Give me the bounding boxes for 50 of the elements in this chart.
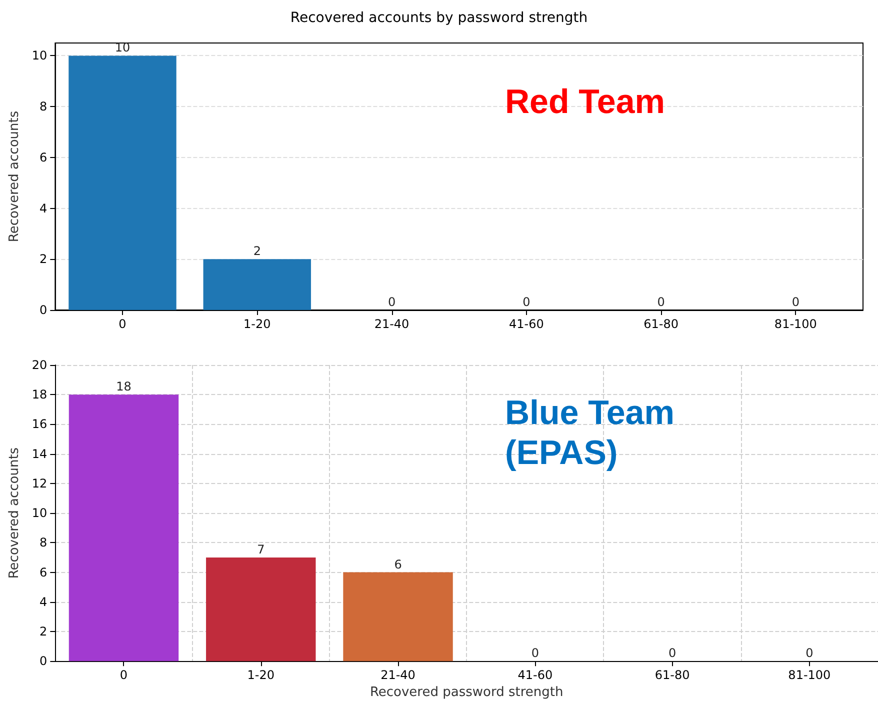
x-tick-label: 61-80 (654, 668, 690, 682)
data-label: 0 (657, 295, 665, 309)
y-tick-label: 0 (40, 303, 48, 317)
annotation: Blue Team (EPAS) (505, 394, 674, 472)
y-tick-label: 16 (32, 417, 48, 432)
y-tick-label: 14 (32, 446, 48, 461)
y-tick-label: 0 (40, 654, 48, 668)
x-tick-label: 1-20 (247, 668, 274, 682)
data-label: 0 (668, 646, 676, 660)
x-axis-title: Recovered password strength (370, 685, 564, 700)
y-tick-label: 10 (32, 506, 48, 520)
y-tick-label: 6 (40, 150, 48, 164)
x-tick-label: 61-80 (644, 317, 678, 331)
x-tick-label: 21-40 (380, 668, 416, 682)
data-label: 10 (114, 40, 130, 55)
data-label: 0 (531, 646, 539, 660)
x-tick-label: 41-60 (508, 317, 544, 331)
x-tick-label: 1-20 (244, 317, 271, 331)
y-tick-label: 4 (40, 594, 48, 609)
y-tick-label: 2 (40, 624, 48, 638)
data-label: 18 (116, 380, 132, 394)
y-tick-label: 4 (40, 201, 48, 216)
bar (343, 572, 453, 662)
data-label: 2 (253, 244, 261, 258)
y-tick-label: 6 (40, 565, 48, 580)
data-label: 0 (388, 295, 396, 309)
data-label: 0 (792, 295, 800, 309)
x-tick-label: 21-40 (374, 317, 410, 331)
annotation: Red Team (505, 83, 665, 121)
y-tick-label: 8 (40, 536, 48, 550)
y-tick-label: 12 (32, 476, 48, 490)
y-tick-label: 20 (32, 358, 48, 372)
x-tick-label: 0 (118, 317, 126, 331)
y-axis-title: Recovered accounts (7, 110, 22, 242)
x-tick-label: 0 (120, 668, 128, 682)
y-axis-title: Recovered accounts (7, 447, 22, 579)
bar (68, 394, 179, 662)
y-tick-label: 2 (40, 252, 48, 266)
data-label: 0 (806, 646, 814, 660)
x-tick-label: 81-100 (788, 668, 831, 682)
x-tick-label: 41-60 (518, 668, 553, 682)
data-label: 6 (394, 557, 402, 572)
chart-title: Recovered accounts by password strength (290, 10, 588, 26)
x-tick-label: 81-100 (774, 317, 817, 331)
bar (206, 557, 316, 662)
y-tick-label: 10 (32, 48, 48, 63)
data-label: 7 (257, 542, 265, 556)
y-tick-label: 8 (40, 100, 48, 114)
y-tick-label: 18 (32, 388, 48, 402)
data-label: 0 (522, 295, 530, 309)
